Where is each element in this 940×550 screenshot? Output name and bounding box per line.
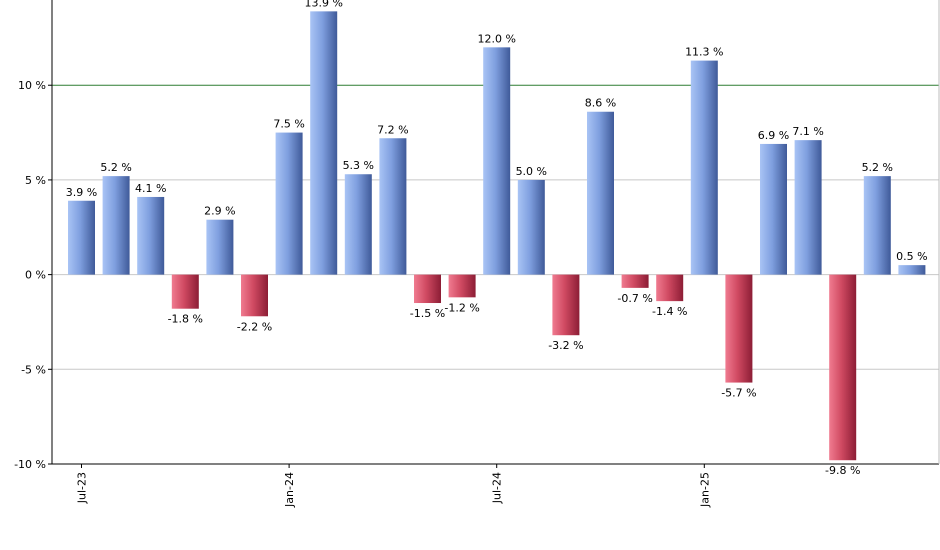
bar: [102, 176, 130, 275]
data-label: -5.7 %: [721, 387, 756, 400]
bar: [621, 274, 649, 288]
x-tick-label: Jan-25: [698, 472, 711, 508]
bar: [760, 143, 787, 275]
bar: [137, 196, 165, 275]
data-label: 7.1 %: [792, 125, 823, 138]
data-label: 12.0 %: [477, 32, 515, 45]
data-label: 6.9 %: [758, 129, 789, 142]
data-label: 7.2 %: [377, 123, 408, 136]
x-tick-label: Jul-24: [491, 472, 504, 504]
y-tick-label: 10 %: [18, 79, 46, 92]
data-label: -2.2 %: [237, 320, 272, 333]
bar: [414, 274, 441, 304]
bar: [379, 138, 407, 275]
bar: [725, 274, 753, 383]
data-label: 8.6 %: [585, 97, 616, 110]
data-label: -9.8 %: [825, 464, 860, 477]
bar: [171, 274, 199, 309]
bar: [68, 200, 95, 275]
bar: [587, 111, 614, 275]
data-label: -1.5 %: [410, 307, 445, 320]
data-label: 13.9 %: [304, 0, 342, 9]
bar: [206, 219, 234, 275]
x-tick-label: Jul-23: [76, 472, 89, 504]
data-label: -0.7 %: [617, 292, 652, 305]
data-label: 5.3 %: [343, 159, 374, 172]
y-tick-label: 0 %: [25, 269, 46, 282]
data-label: 5.2 %: [862, 161, 893, 174]
bar: [552, 274, 580, 336]
data-label: -1.8 %: [168, 313, 203, 326]
y-tick-label: -5 %: [21, 363, 46, 376]
data-label: 11.3 %: [685, 46, 723, 59]
data-label: -3.2 %: [548, 339, 583, 352]
y-tick-label: 5 %: [25, 174, 46, 187]
bar: [241, 274, 268, 317]
bar: [275, 132, 303, 275]
bar: [794, 140, 822, 275]
bars: [68, 11, 926, 461]
axes: 10 % 5 % 0 % -5 % -10 % Jul-23 Jan-24 Jul-24 Jan…: [14, 0, 940, 508]
bar: [448, 274, 476, 298]
data-label: 5.0 %: [516, 165, 547, 178]
data-label: 3.9 %: [66, 186, 97, 199]
data-label: -1.4 %: [652, 305, 687, 318]
x-tick-label: Jan-24: [283, 472, 296, 508]
bar: [863, 176, 891, 275]
data-label: 0.5 %: [896, 250, 927, 263]
bar: [344, 174, 372, 275]
data-labels: 3.9 %5.2 %4.1 %-1.8 %2.9 %-2.2 %7.5 %13.…: [66, 0, 928, 477]
bar: [898, 265, 926, 275]
bar: [483, 47, 511, 275]
y-tick-label: -10 %: [14, 458, 46, 471]
data-label: 4.1 %: [135, 182, 166, 195]
data-label: -1.2 %: [444, 301, 479, 314]
bar: [829, 274, 857, 461]
bar: [690, 60, 718, 275]
data-label: 7.5 %: [273, 118, 304, 131]
data-label: 5.2 %: [100, 161, 131, 174]
bar: [517, 179, 545, 275]
bar: [656, 274, 684, 302]
data-label: 2.9 %: [204, 205, 235, 218]
bar: [310, 11, 338, 275]
